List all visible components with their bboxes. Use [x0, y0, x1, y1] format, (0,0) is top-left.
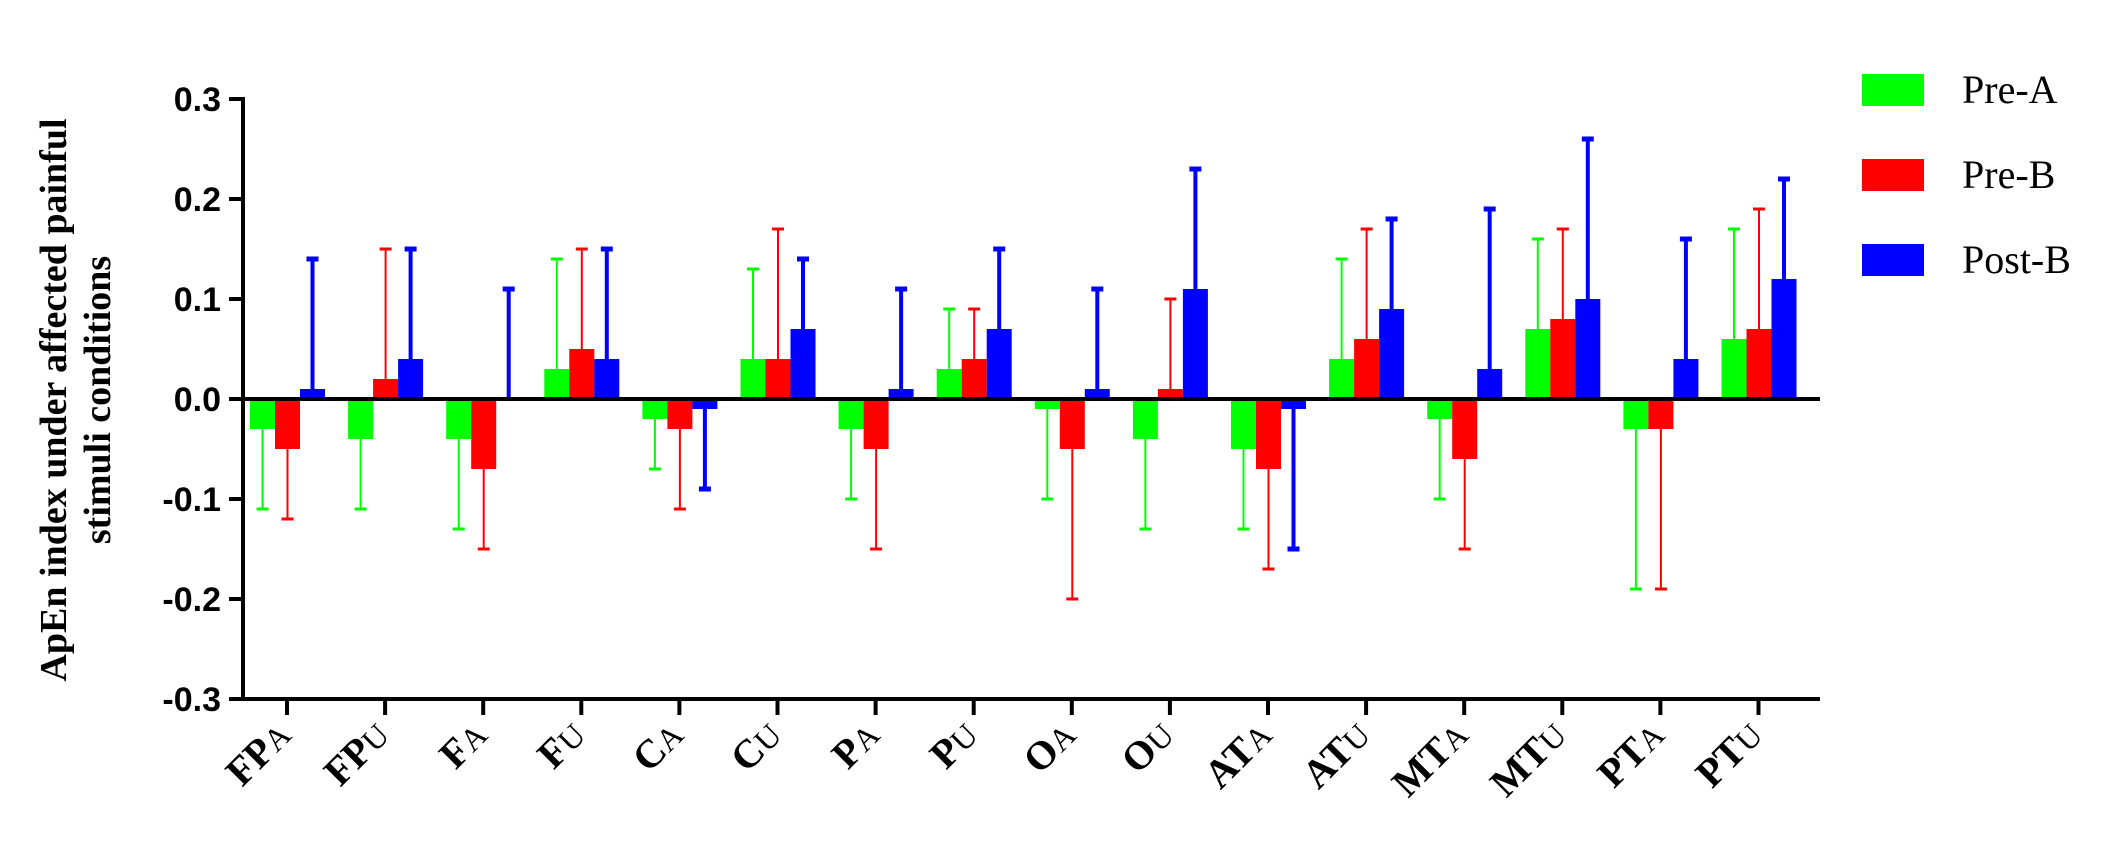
x-tick-label-7: PU — [921, 712, 986, 777]
bar-post-b-7 — [986, 329, 1012, 399]
bar-post-b-0 — [300, 389, 325, 399]
legend-swatch-pre-b — [1862, 159, 1924, 191]
bar-pre-b-9 — [1157, 389, 1183, 399]
x-tick-label-5: CU — [721, 712, 790, 781]
y-tick-label: 0.2 — [174, 181, 221, 219]
bar-pre-a-1 — [348, 399, 374, 439]
bar-pre-a-9 — [1132, 399, 1158, 439]
x-tick-label-4: CA — [623, 712, 692, 781]
x-tick-label-15: PTU — [1687, 712, 1771, 796]
bar-post-b-12 — [1477, 369, 1503, 399]
legend: Pre-A Pre-B Post-B — [1862, 67, 2071, 282]
legend-label-pre-a: Pre-A — [1962, 67, 2058, 112]
x-tick-label-10: ATA — [1195, 712, 1280, 797]
bar-pre-b-11 — [1354, 339, 1380, 399]
bar-pre-a-0 — [250, 399, 275, 429]
y-axis-title-line-0: ApEn index under affected painful — [33, 118, 75, 681]
bar-pre-a-15 — [1721, 339, 1747, 399]
legend-swatch-post-b — [1862, 244, 1924, 276]
y-axis-title-line-1: stimuli conditions — [77, 256, 119, 544]
bar-pre-b-1 — [373, 379, 399, 399]
bar-pre-a-2 — [446, 399, 472, 439]
bar-pre-b-8 — [1059, 399, 1085, 449]
x-tick-label-12: MTA — [1383, 712, 1477, 806]
bar-post-b-15 — [1771, 279, 1797, 399]
bar-pre-b-10 — [1256, 399, 1281, 469]
bar-post-b-9 — [1182, 289, 1208, 399]
y-tick-label: -0.1 — [162, 481, 221, 519]
bar-pre-a-10 — [1231, 399, 1256, 449]
axes-layer — [229, 97, 1820, 715]
bar-pre-a-12 — [1427, 399, 1453, 419]
bar-pre-b-7 — [961, 359, 987, 399]
bar-post-b-11 — [1379, 309, 1405, 399]
legend-swatch-pre-a — [1862, 74, 1924, 106]
bars-layer — [250, 136, 1797, 601]
bar-pre-a-8 — [1034, 399, 1060, 409]
bar-post-b-1 — [398, 359, 424, 399]
y-tick-label: 0.0 — [174, 381, 221, 419]
bar-post-b-8 — [1084, 389, 1110, 399]
y-tick-label: -0.3 — [162, 681, 221, 719]
legend-label-pre-b: Pre-B — [1962, 152, 2055, 197]
bar-post-b-6 — [888, 389, 914, 399]
bar-pre-a-13 — [1525, 329, 1551, 399]
legend-label-post-b: Post-B — [1962, 237, 2071, 282]
bar-pre-b-3 — [569, 349, 595, 399]
x-tick-label-2: FA — [430, 712, 495, 777]
bar-pre-b-6 — [863, 399, 889, 449]
bar-pre-a-14 — [1623, 399, 1649, 429]
bar-pre-b-5 — [765, 359, 791, 399]
bar-post-b-3 — [594, 359, 620, 399]
x-tick-label-1: FPU — [315, 712, 398, 795]
bar-pre-a-11 — [1329, 359, 1355, 399]
y-axis-title: ApEn index under affected painful stimuli… — [33, 118, 119, 681]
y-tick-label: 0.3 — [174, 81, 221, 119]
x-tick-label-9: OU — [1112, 712, 1182, 782]
bar-pre-a-6 — [838, 399, 864, 429]
bar-pre-b-15 — [1746, 329, 1772, 399]
x-tick-label-6: PA — [823, 712, 888, 777]
x-tick-label-3: FU — [528, 712, 593, 777]
bar-post-b-14 — [1673, 359, 1699, 399]
x-tick-label-0: FPA — [217, 712, 300, 795]
bar-pre-a-3 — [544, 369, 570, 399]
bar-pre-a-7 — [936, 369, 962, 399]
bar-pre-b-4 — [667, 399, 693, 429]
bar-post-b-4 — [692, 399, 718, 409]
x-tick-label-8: OA — [1014, 712, 1084, 782]
bar-pre-a-5 — [740, 359, 766, 399]
bar-post-b-10 — [1281, 399, 1306, 409]
bar-post-b-5 — [790, 329, 816, 399]
x-tick-label-11: ATU — [1293, 712, 1378, 797]
x-tick-label-13: MTU — [1481, 712, 1575, 806]
x-tick-label-14: PTA — [1588, 712, 1672, 796]
bar-pre-b-2 — [471, 399, 497, 469]
y-tick-label: 0.1 — [174, 281, 221, 319]
bar-pre-b-13 — [1550, 319, 1576, 399]
bar-post-b-13 — [1575, 299, 1601, 399]
bar-pre-b-0 — [275, 399, 300, 449]
y-tick-label: -0.2 — [162, 581, 221, 619]
bar-pre-a-4 — [642, 399, 668, 419]
bar-pre-b-12 — [1452, 399, 1478, 459]
bar-pre-b-14 — [1648, 399, 1674, 429]
